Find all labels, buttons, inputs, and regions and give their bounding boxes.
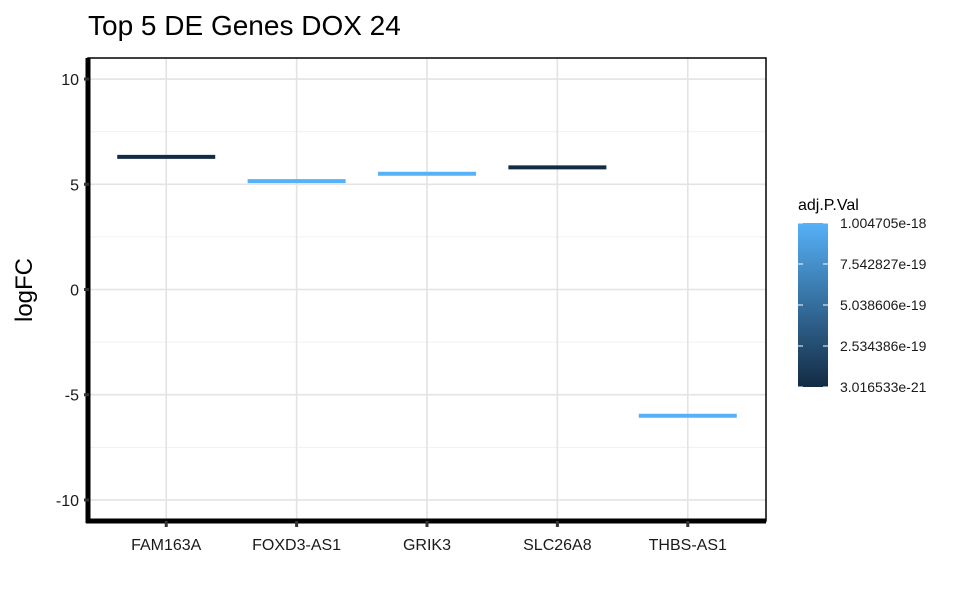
y-axis-label: logFC (11, 258, 38, 322)
x-tick-label: THBS-AS1 (649, 537, 727, 554)
y-tick-label: 5 (70, 177, 79, 194)
x-tick-label: SLC26A8 (523, 537, 592, 554)
colorbar-label: 2.534386e-19 (840, 338, 927, 354)
y-tick-label: -5 (65, 388, 79, 405)
colorbar-label: 5.038606e-19 (840, 297, 927, 313)
x-tick-label: GRIK3 (403, 537, 451, 554)
colorbar-label: 7.542827e-19 (840, 256, 927, 272)
colorbar-label: 1.004705e-18 (840, 215, 927, 231)
y-tick-label: 0 (70, 283, 79, 300)
y-tick-label: -10 (56, 493, 79, 510)
x-tick-label: FAM163A (131, 537, 202, 554)
y-tick-label: 10 (61, 72, 79, 89)
legend-title: adj.P.Val (798, 197, 859, 214)
x-tick-label: FOXD3-AS1 (252, 537, 341, 554)
colorbar-label: 3.016533e-21 (840, 379, 927, 395)
chart-title: Top 5 DE Genes DOX 24 (88, 10, 401, 41)
